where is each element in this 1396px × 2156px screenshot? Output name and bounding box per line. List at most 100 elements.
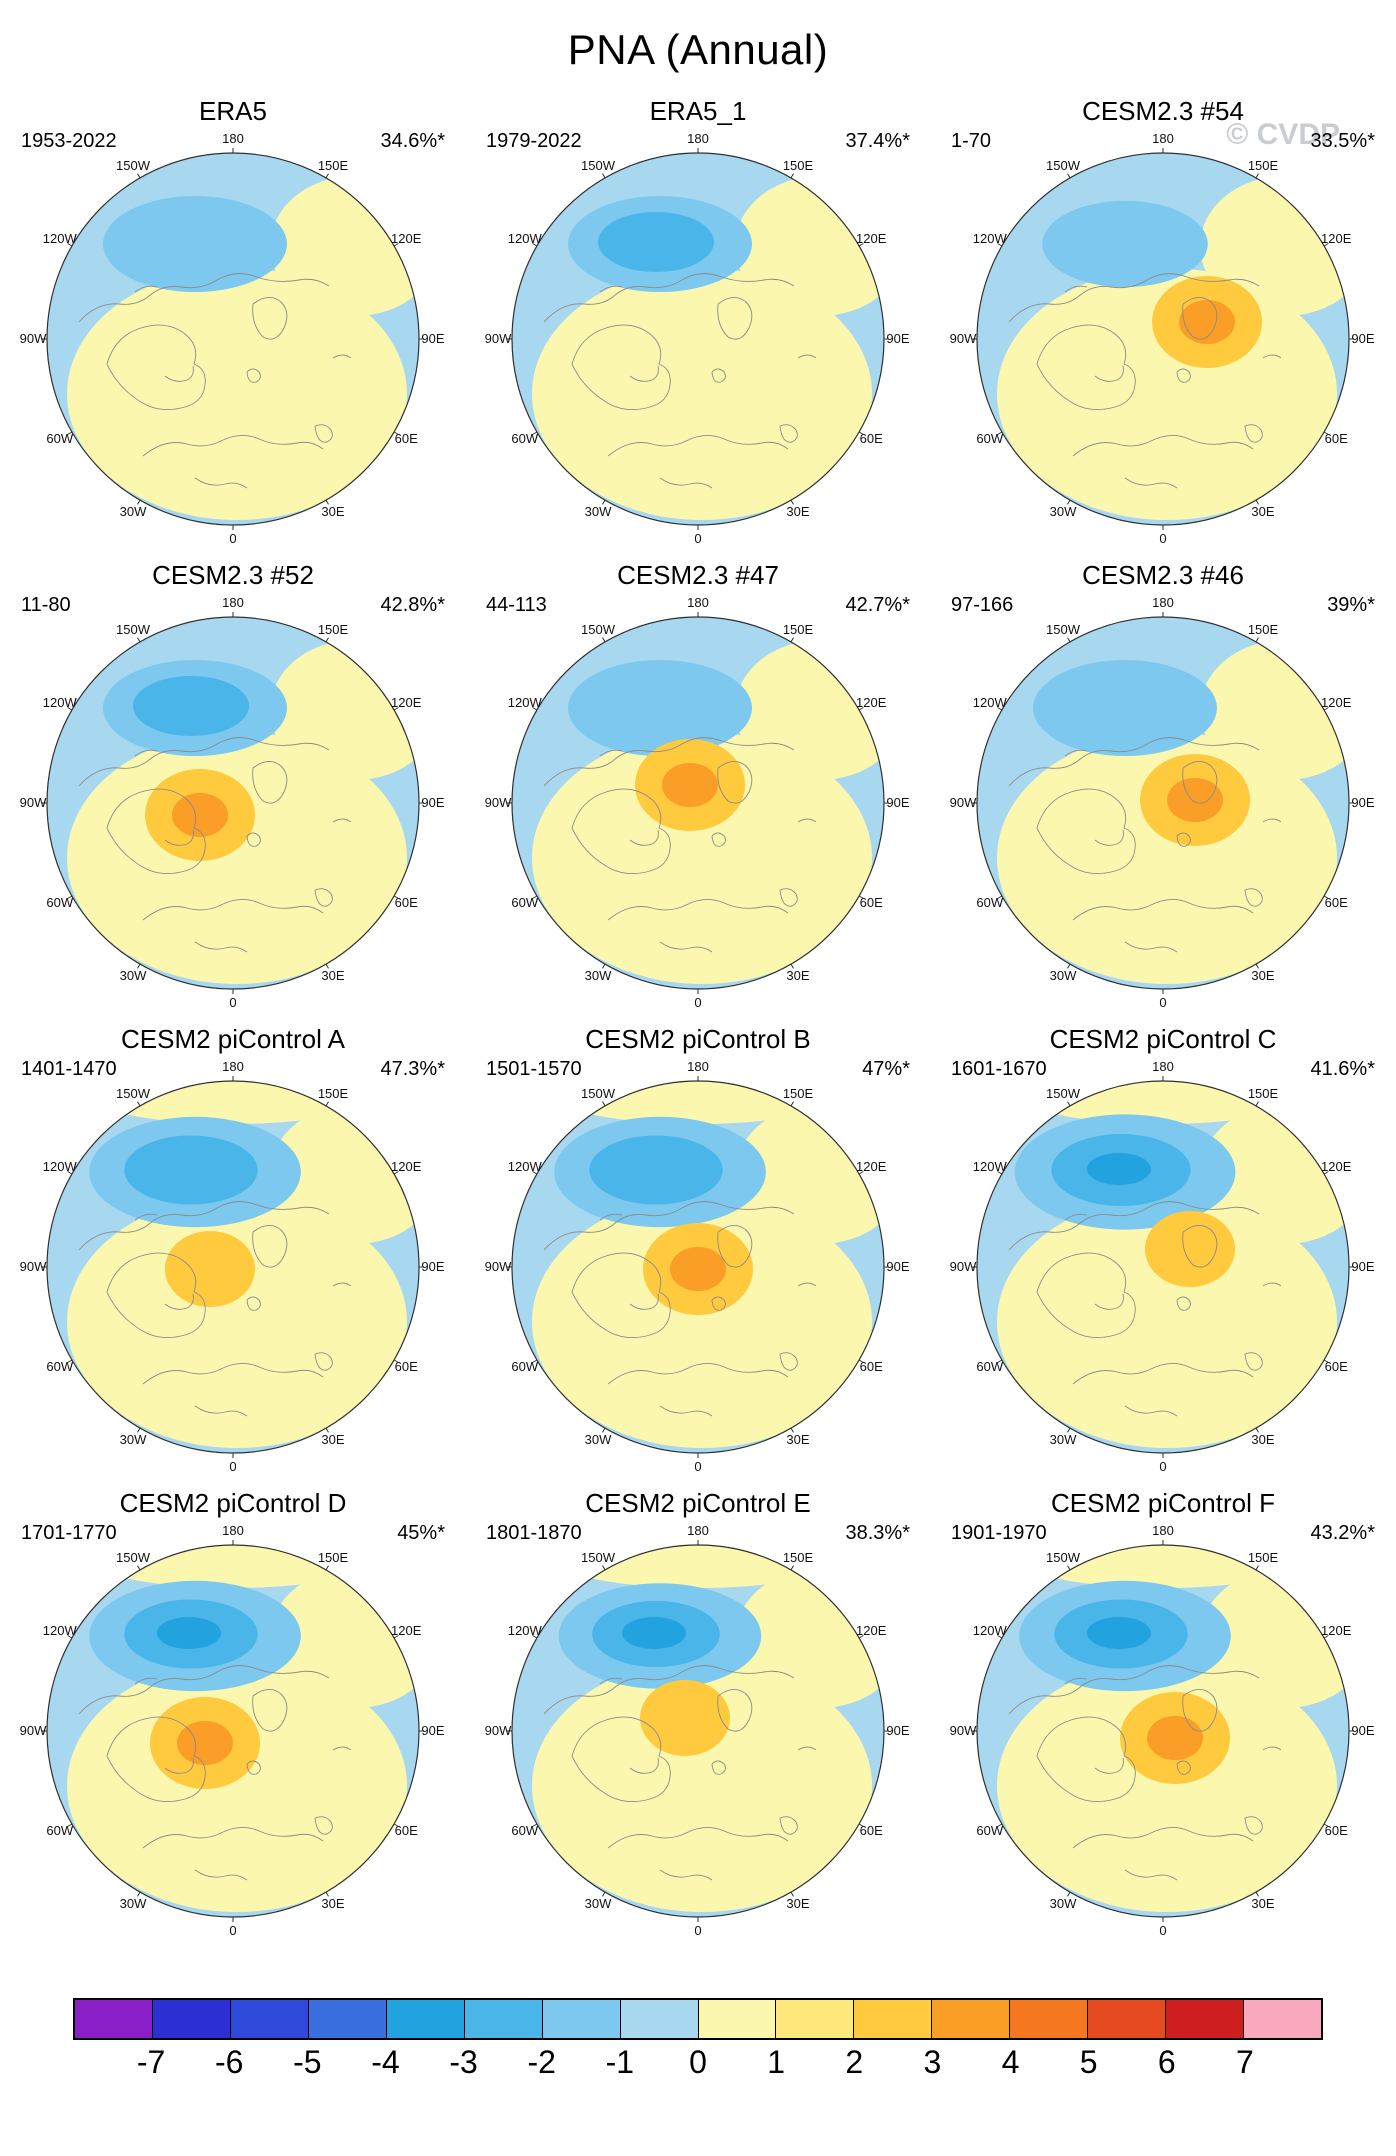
- map-panel: CESM2.3 #54 1-70 33.5%* 180 150E 120E 90E 60…: [931, 96, 1396, 560]
- colorbar-tick-labels: -7 -6 -5 -4 -3 -2 -1 0 1 2 3 4 5 6 7: [73, 2040, 1323, 2084]
- longitude-label: 90W: [950, 795, 977, 810]
- colorbar-cell: [697, 2000, 776, 2038]
- longitude-label: 150E: [783, 1550, 814, 1565]
- longitude-label: 90E: [421, 331, 444, 346]
- longitude-label: 60W: [46, 431, 73, 446]
- longitude-label: 90E: [886, 795, 909, 810]
- longitude-label: 60E: [395, 1359, 418, 1374]
- panel-title: CESM2 piControl C: [1049, 1024, 1277, 1054]
- map-panel: CESM2.3 #52 11-80 42.8%* 180 150E 120E 90E 6…: [1, 560, 466, 1024]
- longitude-label: 30W: [120, 1432, 147, 1447]
- longitude-label: 150W: [1046, 1550, 1081, 1565]
- longitude-label: 60W: [46, 895, 73, 910]
- coastlines: [1008, 273, 1282, 489]
- longitude-labels: 180 150E 120E 90E 60E 30E 0 30W 60W 90W 120W 150W: [20, 1059, 445, 1474]
- longitude-label: 0: [1159, 1459, 1166, 1474]
- map-area: 1979-2022 37.4%* 180 150E 120E 90E 60E 30E 0 30…: [480, 126, 916, 556]
- colorbar-cell: [307, 2000, 386, 2038]
- longitude-labels: 180 150E 120E 90E 60E 30E 0 30W 60W 90W 120W 150W: [485, 1059, 910, 1474]
- longitude-label: 120W: [508, 231, 543, 246]
- longitude-label: 150W: [116, 1550, 151, 1565]
- longitude-label: 180: [1152, 1059, 1174, 1074]
- colorbar-tick: -6: [215, 2044, 244, 2080]
- longitude-label: 90E: [421, 1259, 444, 1274]
- longitude-label: 0: [694, 1459, 701, 1474]
- map-area: 1601-1670 41.6%* 180 150E 120E 90E 60E 30E 0 30…: [945, 1054, 1381, 1484]
- longitude-label: 30W: [585, 968, 612, 983]
- colorbar-tick: 1: [767, 2044, 786, 2080]
- longitude-labels: 180 150E 120E 90E 60E 30E 0 30W 60W 90W 120W 150W: [485, 595, 910, 1010]
- colorbar-cell: [1243, 2000, 1321, 2038]
- longitude-labels: 180 150E 120E 90E 60E 30E 0 30W 60W 90W 120W 150W: [950, 595, 1375, 1010]
- longitude-label: 150E: [783, 158, 814, 173]
- colorbar-cell: [463, 2000, 542, 2038]
- panel-period-label: 1-70: [951, 130, 992, 152]
- longitude-label: 60E: [1325, 1823, 1348, 1838]
- longitude-labels: 180 150E 120E 90E 60E 30E 0 30W 60W 90W 120W 150W: [950, 1059, 1375, 1474]
- longitude-label: 90E: [1351, 1259, 1374, 1274]
- panel-period-label: 1953-2022: [21, 130, 117, 152]
- longitude-label: 30E: [1251, 968, 1274, 983]
- map-panel: ERA5_1 1979-2022 37.4%* 180 150E 120E 90E 60…: [466, 96, 931, 560]
- longitude-label: 120E: [391, 1623, 422, 1638]
- colorbar-tick: -1: [605, 2044, 635, 2080]
- longitude-label: 150E: [783, 1086, 814, 1101]
- coastlines: [1008, 1201, 1282, 1417]
- contour-field: [512, 153, 884, 525]
- colorbar-tick: 2: [845, 2044, 864, 2080]
- panel-variance-label: 45%*: [397, 1522, 445, 1544]
- cvdp-watermark: © CVDP: [1226, 118, 1340, 151]
- contour-field: [47, 1545, 419, 1917]
- longitude-label: 90W: [20, 1723, 47, 1738]
- longitude-label: 60W: [976, 895, 1003, 910]
- colorbar-cell: [151, 2000, 230, 2038]
- panel-title: CESM2 piControl A: [121, 1024, 345, 1054]
- panel-title: CESM2 piControl E: [585, 1488, 811, 1518]
- longitude-label: 120E: [856, 1623, 887, 1638]
- longitude-label: 0: [694, 1923, 701, 1938]
- coastlines: [78, 737, 352, 953]
- longitude-label: 120W: [973, 1623, 1008, 1638]
- panel-variance-label: 43.2%*: [1310, 1522, 1376, 1544]
- longitude-label: 60W: [511, 431, 538, 446]
- longitude-label: 180: [687, 595, 709, 610]
- longitude-label: 120E: [1321, 231, 1352, 246]
- longitude-label: 120W: [508, 695, 543, 710]
- colorbar-tick: -5: [293, 2044, 322, 2080]
- longitude-label: 0: [229, 531, 236, 546]
- colorbar-tick: 5: [1079, 2044, 1098, 2080]
- colorbar-cell: [1165, 2000, 1244, 2038]
- longitude-label: 150W: [581, 1086, 616, 1101]
- longitude-label: 30W: [585, 1432, 612, 1447]
- colorbar-cell: [853, 2000, 932, 2038]
- longitude-label: 90E: [1351, 331, 1374, 346]
- longitude-label: 60W: [46, 1359, 73, 1374]
- longitude-label: 30W: [1050, 968, 1077, 983]
- longitude-label: 30W: [120, 1896, 147, 1911]
- panel-period-label: 1979-2022: [486, 130, 582, 152]
- coastlines: [78, 273, 352, 489]
- longitude-labels: 180 150E 120E 90E 60E 30E 0 30W 60W 90W 120W 150W: [950, 131, 1375, 546]
- longitude-label: 120W: [43, 1159, 78, 1174]
- colorbar-cell: [619, 2000, 698, 2038]
- panel-variance-label: 42.7%*: [845, 594, 911, 616]
- polar-stereographic-map: 180 150E 120E 90E 60E 30E 0 30W 60W 90W 120W 150W: [485, 595, 910, 1010]
- longitude-label: 30W: [585, 1896, 612, 1911]
- panel-variance-label: 37.4%*: [845, 130, 911, 152]
- polar-stereographic-map: 180 150E 120E 90E 60E 30E 0 30W 60W 90W 120W 150W: [950, 1523, 1375, 1938]
- colorbar-cell: [931, 2000, 1010, 2038]
- panel-period-label: 1501-1570: [486, 1058, 582, 1080]
- polar-stereographic-map: 180 150E 120E 90E 60E 30E 0 30W 60W 90W 120W 150W: [950, 1059, 1375, 1474]
- map-area: 1-70 33.5%* 180 150E 120E 90E 60E 30E 0 30W 60W 9…: [945, 126, 1381, 556]
- longitude-label: 30E: [321, 1896, 344, 1911]
- contour-field: [47, 617, 419, 989]
- colorbar-tick: -3: [449, 2044, 478, 2080]
- panel-period-label: 11-80: [21, 594, 71, 616]
- longitude-label: 150W: [1046, 1086, 1081, 1101]
- panel-title: CESM2.3 #47: [617, 560, 779, 590]
- longitude-labels: 180 150E 120E 90E 60E 30E 0 30W 60W 90W 120W 150W: [950, 1523, 1375, 1938]
- colorbar-tick: 0: [689, 2044, 707, 2080]
- longitude-label: 180: [1152, 131, 1174, 146]
- longitude-label: 150W: [581, 622, 616, 637]
- map-panel: ERA5 1953-2022 34.6%* 180 150E 120E 90E 60E 3…: [1, 96, 466, 560]
